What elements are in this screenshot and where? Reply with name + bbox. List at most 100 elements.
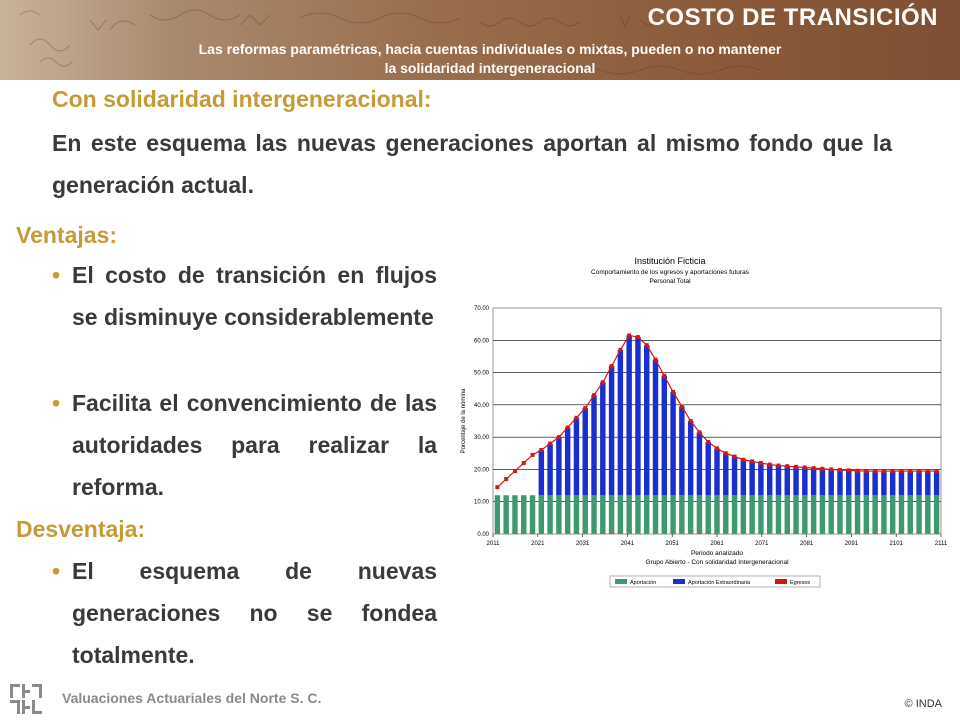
bar-aportacion-extraordinaria: [863, 471, 870, 496]
bar-aportacion-extraordinaria: [591, 395, 597, 496]
point-egresos: [925, 469, 930, 474]
x-tick-label: 2071: [755, 541, 769, 547]
bar-aportacion: [723, 495, 729, 534]
bar-aportacion-extraordinaria: [626, 335, 632, 496]
point-egresos: [934, 469, 939, 474]
point-egresos: [873, 469, 878, 474]
bar-aportacion: [521, 495, 527, 534]
point-egresos: [741, 457, 746, 462]
chart-subtitle-2: Personal Total: [649, 278, 691, 285]
x-tick-label: 2111: [935, 541, 948, 547]
y-tick-label: 50.00: [474, 371, 490, 377]
bar-aportacion-extraordinaria: [723, 453, 729, 496]
bar-aportacion-extraordinaria: [775, 465, 782, 496]
egresos-chart: Institución Ficticia Comportamiento de l…: [461, 256, 948, 588]
bar-aportacion: [766, 495, 773, 534]
point-egresos: [732, 454, 737, 459]
y-tick-label: 60.00: [474, 338, 490, 344]
bar-aportacion-extraordinaria: [933, 471, 940, 496]
point-egresos: [592, 393, 597, 398]
bar-aportacion: [494, 495, 501, 534]
bar-aportacion-extraordinaria: [582, 408, 588, 496]
bar-aportacion: [687, 495, 694, 534]
x-tick-label: 2021: [531, 541, 545, 547]
point-egresos: [723, 451, 728, 456]
point-egresos: [627, 333, 632, 338]
bar-aportacion: [749, 495, 755, 534]
point-egresos: [881, 469, 886, 474]
bar-aportacion-extraordinaria: [705, 441, 711, 496]
point-egresos: [662, 373, 667, 378]
bar-aportacion-extraordinaria: [837, 470, 843, 496]
point-egresos: [820, 466, 825, 471]
y-tick-label: 70.00: [474, 306, 490, 312]
x-tick-label: 2041: [621, 541, 635, 547]
ventaja-text-2: Facilita el convencimiento de las autori…: [72, 390, 437, 500]
bar-aportacion-extraordinaria: [635, 337, 641, 496]
y-tick-label: 0.00: [477, 532, 489, 538]
point-egresos: [776, 463, 781, 468]
point-egresos: [697, 430, 702, 435]
bar-aportacion-extraordinaria: [661, 375, 668, 496]
point-egresos: [574, 415, 579, 420]
bar-aportacion: [758, 495, 764, 534]
bar-aportacion-extraordinaria: [608, 366, 615, 496]
x-tick-label: 2081: [800, 541, 814, 547]
bar-aportacion: [881, 495, 887, 534]
bar-aportacion-extraordinaria: [749, 461, 755, 496]
bar-aportacion: [556, 495, 562, 534]
ventaja-item-1: • El costo de transición en flujos se di…: [52, 254, 437, 338]
x-axis-label-2: Grupo Abierto - Con solidaridad Intergen…: [645, 559, 789, 566]
bar-aportacion-extraordinaria: [644, 345, 650, 496]
bar-aportacion: [582, 495, 588, 534]
bar-aportacion-extraordinaria: [819, 468, 826, 496]
bar-aportacion: [564, 495, 571, 534]
y-tick-label: 30.00: [474, 435, 490, 441]
copyright: © INDA: [904, 698, 942, 710]
bar-aportacion: [802, 495, 808, 534]
point-egresos: [671, 389, 676, 394]
bar-aportacion: [793, 495, 799, 534]
bar-aportacion: [925, 495, 931, 534]
bar-aportacion: [635, 495, 641, 534]
bar-aportacion: [837, 495, 843, 534]
bar-aportacion: [652, 495, 659, 534]
bar-aportacion-extraordinaria: [538, 450, 545, 496]
bar-aportacion-extraordinaria: [766, 464, 773, 496]
subtitle-line-1: Las reformas paramétricas, hacia cuentas…: [198, 41, 782, 57]
bar-aportacion: [679, 495, 685, 534]
header-banner: COSTO DE TRANSICIÓN Las reformas paramét…: [0, 0, 960, 80]
company-name: Valuaciones Actuariales del Norte S. C.: [62, 690, 322, 706]
legend-label: Aportación Extraordinaria: [688, 580, 751, 586]
x-tick-label: 2051: [666, 541, 680, 547]
point-egresos: [837, 468, 842, 473]
bar-aportacion: [731, 495, 738, 534]
bar-aportacion: [626, 495, 632, 534]
bar-aportacion-extraordinaria: [916, 471, 922, 496]
point-egresos: [864, 469, 869, 474]
bar-aportacion: [714, 495, 720, 534]
bar-aportacion: [503, 495, 509, 534]
x-tick-label: 2061: [710, 541, 724, 547]
bar-aportacion-extraordinaria: [846, 470, 852, 496]
point-egresos: [908, 469, 913, 474]
bar-aportacion-extraordinaria: [556, 437, 562, 496]
ventaja-text-1: El costo de transición en flujos se dism…: [72, 262, 437, 330]
x-tick-label: 2091: [845, 541, 859, 547]
bar-aportacion: [933, 495, 940, 534]
bar-aportacion-extraordinaria: [600, 382, 606, 496]
bar-aportacion-extraordinaria: [925, 471, 931, 496]
chart-subtitle-1: Comportamiento de los egresos y aportaci…: [591, 269, 750, 276]
bar-aportacion-extraordinaria: [828, 469, 834, 496]
bar-aportacion: [819, 495, 826, 534]
bar-aportacion-extraordinaria: [802, 467, 808, 496]
point-egresos: [750, 459, 755, 464]
x-axis-label: Periodo analizado: [691, 550, 743, 557]
point-egresos: [495, 485, 500, 490]
slide-title: COSTO DE TRANSICIÓN: [647, 4, 938, 31]
legend-swatch: [673, 579, 685, 584]
bar-aportacion: [573, 495, 580, 534]
bar-aportacion: [784, 495, 790, 534]
point-egresos: [565, 425, 570, 430]
legend-label: Aportación: [630, 580, 656, 586]
